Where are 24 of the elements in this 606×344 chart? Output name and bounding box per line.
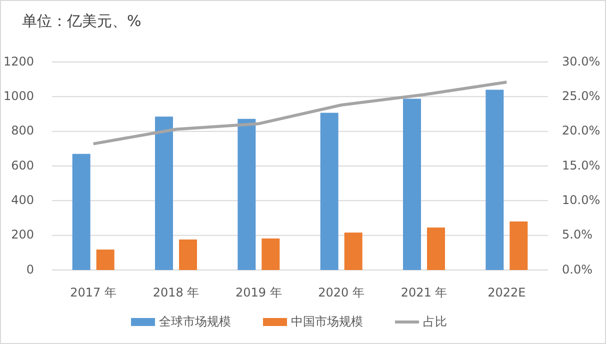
- y2tick: 0.0%: [562, 262, 592, 276]
- xtick: 2017 年: [70, 285, 117, 300]
- legend: 全球市场规模: [159, 314, 231, 328]
- legend: 占比: [423, 314, 447, 328]
- title: 单位：亿美元、%: [22, 12, 142, 30]
- y2tick: 5.0%: [562, 228, 592, 242]
- xtick: 2018 年: [152, 285, 200, 300]
- ytick: 1000: [3, 88, 34, 103]
- y2tick: 30.0%: [562, 54, 600, 68]
- ytick: 0: [26, 262, 34, 276]
- ytick: 200: [11, 228, 34, 242]
- ytick: 1200: [3, 54, 34, 68]
- y2tick: 10.0%: [562, 192, 600, 207]
- xtick: 2020 年: [318, 285, 365, 300]
- xtick: 2022E: [488, 285, 526, 300]
- xtick: 2021 年: [400, 285, 448, 300]
- y2tick: 15.0%: [562, 158, 600, 172]
- ytick: 600: [11, 158, 34, 172]
- y2tick: 25.0%: [562, 88, 600, 103]
- ytick: 800: [11, 124, 34, 138]
- legend: 中国市场规模: [291, 314, 363, 328]
- y2tick: 20.0%: [562, 124, 600, 138]
- ytick: 400: [11, 192, 34, 207]
- xtick: 2019 年: [235, 285, 282, 300]
